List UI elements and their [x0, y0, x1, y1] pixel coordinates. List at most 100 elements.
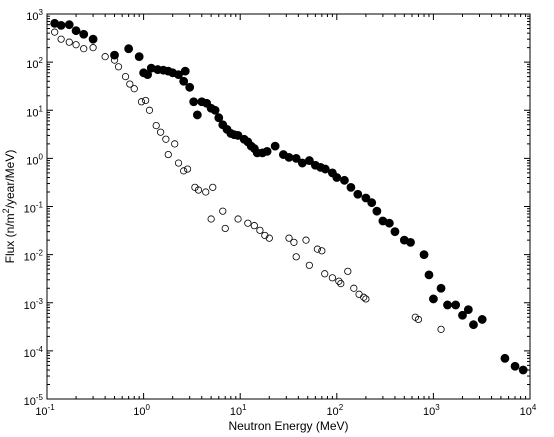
y-axis-label-part1: Flux (n/m: [3, 213, 17, 263]
data-point-filled: [71, 26, 81, 36]
data-point-open: [344, 267, 352, 275]
y-tick-label-exponent: -3: [36, 297, 44, 306]
y-tick-label: 101: [26, 104, 43, 119]
data-point-filled: [174, 70, 183, 80]
data-point-filled: [210, 105, 220, 115]
data-point-filled: [477, 315, 487, 324]
data-point-filled: [262, 146, 272, 156]
data-point-open: [305, 261, 313, 269]
data-point-open: [110, 56, 119, 64]
y-axis-label-sup: 2: [1, 208, 11, 213]
data-point-open: [171, 140, 179, 148]
data-point-filled: [185, 82, 195, 92]
data-point-open: [142, 96, 150, 105]
data-point-open: [219, 207, 227, 215]
data-point-open: [221, 224, 229, 233]
data-point-filled: [353, 189, 363, 199]
data-point-open: [194, 186, 203, 194]
data-point-open: [318, 247, 326, 255]
data-point-open: [101, 53, 109, 61]
data-point-open: [250, 222, 258, 230]
data-point-filled: [304, 156, 314, 165]
x-tick-label: 103: [423, 403, 440, 418]
data-point-open: [414, 315, 423, 324]
y-tick-label: 10-4: [24, 345, 44, 360]
data-point-open: [256, 226, 264, 234]
data-point-filled: [340, 175, 349, 185]
data-point-open: [355, 290, 363, 298]
data-point-filled: [428, 294, 438, 304]
data-point-filled: [436, 283, 446, 293]
data-point-filled: [79, 29, 89, 39]
data-point-open: [362, 295, 370, 303]
data-point-filled: [406, 237, 415, 247]
y-tick-label-exponent: 3: [39, 8, 44, 17]
data-point-filled: [88, 34, 98, 44]
data-point-open: [302, 236, 310, 244]
data-point-filled: [143, 70, 152, 80]
data-point-filled: [179, 76, 189, 86]
data-point-open: [80, 45, 88, 53]
y-tick-label-exponent: 1: [39, 104, 44, 113]
data-point-open: [437, 325, 445, 333]
data-point-open: [183, 165, 192, 173]
x-tick-label-base: 10: [423, 406, 435, 418]
data-point-open: [126, 80, 134, 88]
data-point-open: [202, 188, 210, 196]
data-point-open: [114, 63, 123, 71]
y-tick-label-exponent: -5: [36, 393, 44, 402]
data-point-filled: [124, 44, 134, 54]
data-point-filled: [64, 20, 74, 30]
data-point-filled: [192, 110, 202, 120]
data-point-open: [285, 234, 293, 242]
data-point-open: [328, 274, 336, 282]
data-point-open: [290, 238, 298, 246]
x-tick-label-exponent: 0: [145, 403, 150, 412]
y-tick-label: 10-5: [24, 393, 44, 408]
x-tick-label-base: 10: [230, 406, 242, 418]
data-point-filled: [291, 153, 301, 163]
y-tick-label-exponent: 2: [39, 56, 44, 65]
data-point-open: [360, 293, 368, 301]
data-point-open: [180, 167, 188, 175]
data-point-open: [207, 215, 215, 223]
data-point-filled: [469, 320, 478, 330]
y-tick-label-base: 10: [26, 107, 38, 119]
plot-frame: [46, 13, 531, 400]
x-tick-label-exponent: -1: [48, 403, 56, 412]
data-point-open: [137, 98, 146, 106]
x-tick-label-base: 10: [133, 406, 145, 418]
data-point-open: [121, 73, 130, 81]
y-tick-label: 10-3: [24, 297, 44, 312]
data-point-open: [130, 85, 138, 93]
data-point-filled: [270, 141, 280, 151]
data-point-filled: [180, 66, 190, 76]
data-points-group: [50, 18, 528, 375]
data-point-filled: [518, 365, 528, 375]
data-point-filled: [320, 164, 330, 174]
y-tick-label-base: 10: [26, 59, 38, 71]
data-point-open: [65, 38, 73, 46]
data-point-filled: [510, 361, 520, 371]
x-tick-label-exponent: 1: [242, 403, 247, 412]
y-tick-label: 100: [26, 152, 43, 167]
y-tick-label: 10-2: [24, 249, 44, 264]
data-point-filled: [458, 310, 467, 320]
y-tick-label-base: 10: [24, 252, 36, 264]
y-axis-label-part2: /year/MeV): [3, 150, 17, 209]
data-point-open: [152, 121, 160, 130]
data-point-open: [350, 284, 358, 292]
data-point-open: [57, 35, 65, 43]
y-tick-label-base: 10: [26, 11, 38, 23]
data-point-open: [145, 106, 154, 114]
data-point-filled: [384, 218, 394, 228]
x-tick-labels: 10-1 100 101 102 103 104: [35, 403, 537, 418]
y-tick-label-exponent: -2: [36, 249, 44, 258]
data-point-open: [337, 279, 345, 288]
x-tick-label: 102: [326, 403, 343, 418]
data-point-filled: [56, 20, 66, 30]
data-point-filled: [372, 206, 382, 216]
x-tick-label-exponent: 4: [532, 403, 537, 412]
axis-ticks-group: [46, 13, 531, 400]
